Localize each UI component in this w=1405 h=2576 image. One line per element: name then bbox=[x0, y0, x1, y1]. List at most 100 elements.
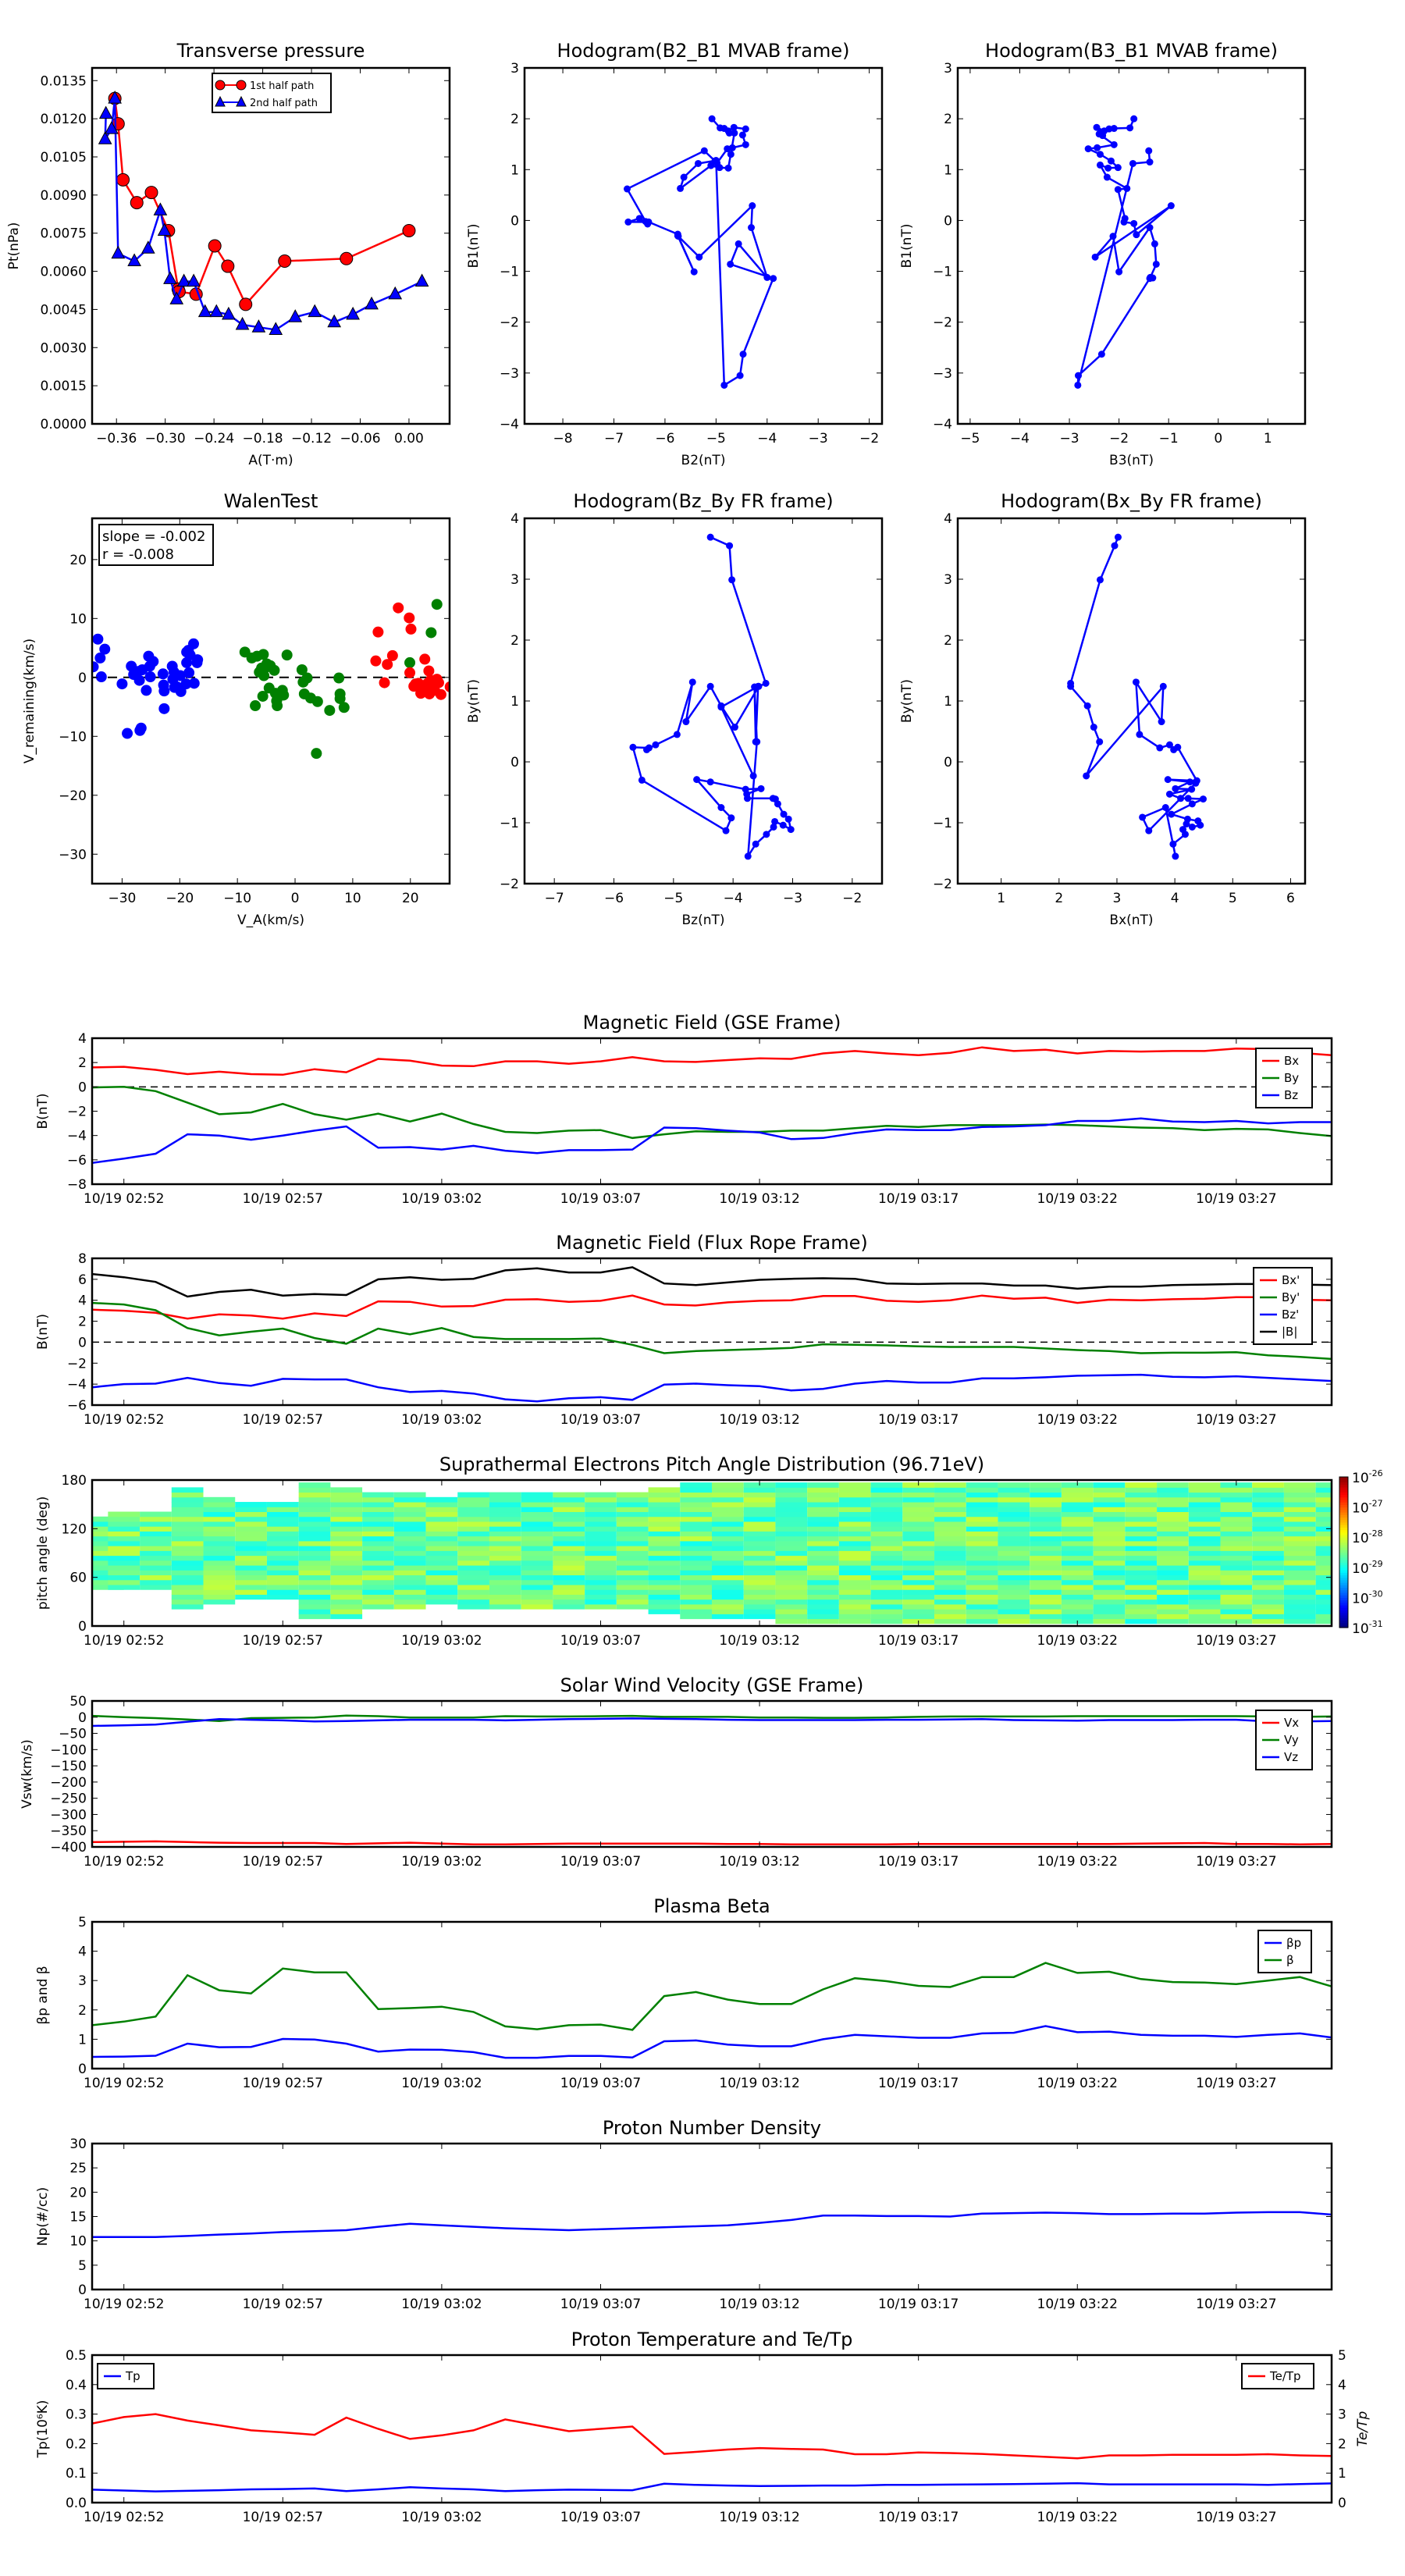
pad-cell bbox=[489, 1531, 521, 1537]
pad-cell bbox=[743, 1546, 776, 1551]
pad-cell bbox=[1188, 1535, 1221, 1542]
pad-cell bbox=[712, 1560, 744, 1566]
pad-cell bbox=[1061, 1521, 1094, 1527]
pt-point bbox=[130, 196, 144, 210]
pad-cell bbox=[1093, 1511, 1126, 1517]
pad-cell bbox=[1030, 1482, 1062, 1488]
pad-title: Suprathermal Electrons Pitch Angle Distr… bbox=[439, 1453, 984, 1475]
pt-point bbox=[176, 273, 191, 287]
pad-cell bbox=[1220, 1570, 1253, 1576]
pad-cell bbox=[648, 1521, 681, 1527]
bgse-xtick-label: 10/19 03:12 bbox=[719, 1191, 799, 1207]
pad-cell bbox=[521, 1546, 553, 1551]
hxy-point bbox=[1172, 852, 1179, 860]
pad-cell bbox=[998, 1526, 1030, 1532]
pad-cell bbox=[934, 1599, 966, 1605]
pad-cell bbox=[743, 1614, 776, 1620]
pad-cell bbox=[362, 1594, 394, 1600]
pad-cell bbox=[330, 1614, 363, 1620]
pt-point bbox=[157, 222, 172, 236]
pad-cell bbox=[1125, 1550, 1158, 1557]
pad-cell bbox=[457, 1560, 489, 1566]
pad-cell bbox=[1315, 1526, 1332, 1532]
pad-cell bbox=[521, 1535, 553, 1542]
hxy-point bbox=[1136, 731, 1144, 738]
h31-point bbox=[1096, 151, 1104, 158]
pad-cell bbox=[457, 1565, 489, 1571]
pad-cell bbox=[489, 1550, 521, 1557]
pad-cell bbox=[1030, 1614, 1062, 1620]
pad-cell bbox=[235, 1511, 267, 1517]
tp-left-legend: Tp bbox=[97, 2363, 155, 2389]
h21-xtick-label: −5 bbox=[706, 431, 726, 447]
pad-cell bbox=[934, 1550, 966, 1557]
pad-cell bbox=[775, 1531, 808, 1537]
pad-cell bbox=[775, 1546, 808, 1551]
pad-colorbar-label: 10-28 bbox=[1352, 1528, 1383, 1546]
h21-point bbox=[731, 129, 738, 137]
tp-ytick-right-label: 3 bbox=[1338, 2407, 1346, 2423]
h21-point bbox=[742, 125, 749, 133]
pad-cell bbox=[298, 1599, 331, 1605]
pad-cell bbox=[266, 1540, 299, 1546]
pad-cell bbox=[1188, 1594, 1221, 1600]
pad-cell bbox=[1283, 1589, 1316, 1595]
pad-cell bbox=[1252, 1585, 1284, 1590]
pad-cell bbox=[966, 1511, 998, 1517]
pad-cell bbox=[838, 1526, 871, 1532]
pad-cell bbox=[902, 1603, 935, 1610]
beta-xtick-label: 10/19 03:17 bbox=[878, 2076, 959, 2091]
pad-cell bbox=[648, 1555, 681, 1561]
pad-colorbar-segment bbox=[1339, 1507, 1348, 1510]
pad-cell bbox=[712, 1507, 744, 1513]
pad-colorbar-segment bbox=[1339, 1589, 1348, 1593]
hzy-point bbox=[757, 785, 765, 792]
beta-ytick-label: 3 bbox=[78, 1973, 87, 1989]
pad-cell bbox=[553, 1521, 585, 1527]
pt-ytick-label: 0.0045 bbox=[41, 302, 87, 318]
pad-cell bbox=[171, 1589, 204, 1595]
hxy-point bbox=[1090, 724, 1097, 731]
pad-cell bbox=[966, 1496, 998, 1503]
pad-colorbar-segment bbox=[1339, 1554, 1348, 1558]
beta-title: Plasma Beta bbox=[653, 1895, 770, 1917]
pad-cell bbox=[775, 1540, 808, 1546]
pad-cell bbox=[1220, 1507, 1253, 1513]
h21-point bbox=[724, 145, 731, 153]
walen-point bbox=[423, 665, 435, 677]
pad-colorbar-segment bbox=[1339, 1517, 1348, 1521]
pad-cell bbox=[1188, 1618, 1221, 1624]
pt-title: Transverse pressure bbox=[176, 40, 365, 62]
pad-cell bbox=[934, 1603, 966, 1610]
pad-cell bbox=[489, 1560, 521, 1566]
h21-point bbox=[680, 173, 688, 181]
h31-xtick-label: 0 bbox=[1214, 431, 1222, 447]
pad-cell bbox=[457, 1550, 489, 1557]
pad-cell bbox=[171, 1599, 204, 1605]
h21-point bbox=[716, 164, 724, 172]
pad-cell bbox=[838, 1565, 871, 1571]
pad-cell bbox=[1252, 1496, 1284, 1503]
pad-cell bbox=[838, 1516, 871, 1522]
pad-cell bbox=[1252, 1594, 1284, 1600]
pad-cell bbox=[393, 1521, 426, 1527]
tp-left-legend-label: Tp bbox=[125, 2369, 140, 2383]
pad-cell bbox=[393, 1546, 426, 1551]
pad-cell bbox=[616, 1585, 649, 1590]
h21-point bbox=[748, 224, 756, 232]
pad-cell bbox=[1188, 1507, 1221, 1513]
pad-cell bbox=[108, 1521, 140, 1527]
pad-colorbar-segment bbox=[1339, 1602, 1348, 1606]
hxy-point bbox=[1172, 785, 1179, 792]
walen-point bbox=[278, 689, 290, 701]
pt-legend-marker bbox=[215, 80, 226, 91]
hzy-point bbox=[629, 743, 637, 751]
hxy-point bbox=[1083, 702, 1091, 710]
pad-cell bbox=[108, 1550, 140, 1557]
pad-cell bbox=[1188, 1560, 1221, 1566]
pad-cell bbox=[1093, 1492, 1126, 1498]
pad-cell bbox=[108, 1526, 140, 1532]
walen-plot-area bbox=[92, 599, 450, 760]
h31-point bbox=[1097, 350, 1105, 358]
walen-point bbox=[405, 623, 417, 635]
